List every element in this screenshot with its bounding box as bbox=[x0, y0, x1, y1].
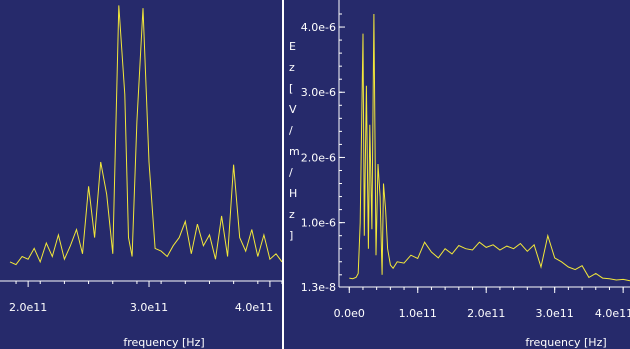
panel-divider bbox=[282, 0, 284, 349]
right-x-tick-label: 1.0e11 bbox=[399, 307, 437, 320]
right-y-axis-label-char: [ bbox=[289, 82, 293, 95]
right-y-tick-label: 1.3e-8 bbox=[301, 281, 336, 294]
right-spectrum-panel: 1.3e-8 1.0e-6 2.0e-6 3.0e-6 4.0e-6 0.0e0 1.0e1… bbox=[284, 0, 630, 349]
right-y-axis-label-char: / bbox=[289, 124, 293, 137]
right-y-axis-label-char: H bbox=[289, 187, 297, 200]
right-y-axis-label-char: V bbox=[289, 103, 297, 116]
left-spectrum-panel: 2.0e11 3.0e11 4.0e11 frequency [Hz] bbox=[0, 0, 282, 349]
right-axes: 1.3e-8 1.0e-6 2.0e-6 3.0e-6 4.0e-6 0.0e0 1.0e1… bbox=[301, 0, 630, 320]
right-y-tick-label: 4.0e-6 bbox=[301, 21, 336, 34]
right-x-axis-label: frequency [Hz] bbox=[525, 336, 606, 349]
right-spectrum-chart: 1.3e-8 1.0e-6 2.0e-6 3.0e-6 4.0e-6 0.0e0 1.0e1… bbox=[289, 0, 630, 349]
right-y-axis-label-char: E bbox=[289, 40, 296, 53]
right-x-tick-label: 4.0e11 bbox=[595, 307, 630, 320]
left-axes: 2.0e11 3.0e11 4.0e11 bbox=[0, 280, 282, 314]
right-x-tick-label: 2.0e11 bbox=[467, 307, 505, 320]
right-y-axis-label-char: / bbox=[289, 166, 293, 179]
right-y-axis-label-char: z bbox=[289, 208, 295, 221]
right-y-tick-label: 2.0e-6 bbox=[301, 151, 336, 164]
right-y-axis-label-char: z bbox=[289, 61, 295, 74]
left-spectrum-chart: 2.0e11 3.0e11 4.0e11 frequency [Hz] bbox=[0, 5, 282, 349]
left-x-axis-label: frequency [Hz] bbox=[123, 336, 204, 349]
right-x-tick-label: 0.0e0 bbox=[334, 307, 365, 320]
left-series-line bbox=[9, 5, 282, 266]
right-y-tick-label: 1.0e-6 bbox=[301, 217, 336, 230]
right-x-tick-label: 3.0e11 bbox=[536, 307, 574, 320]
left-x-tick-label: 4.0e11 bbox=[235, 301, 273, 314]
right-y-axis-label-char: m bbox=[289, 145, 300, 158]
left-x-tick-label: 2.0e11 bbox=[9, 301, 47, 314]
left-x-tick-label: 3.0e11 bbox=[130, 301, 168, 314]
left-plot-area bbox=[9, 5, 282, 266]
right-y-axis-label: Ez [ V / m / Hz] bbox=[289, 40, 300, 242]
right-plot-area bbox=[349, 13, 630, 282]
right-series-line bbox=[349, 13, 630, 282]
right-y-axis-label-char: ] bbox=[289, 229, 293, 242]
right-y-tick-label: 3.0e-6 bbox=[301, 86, 336, 99]
